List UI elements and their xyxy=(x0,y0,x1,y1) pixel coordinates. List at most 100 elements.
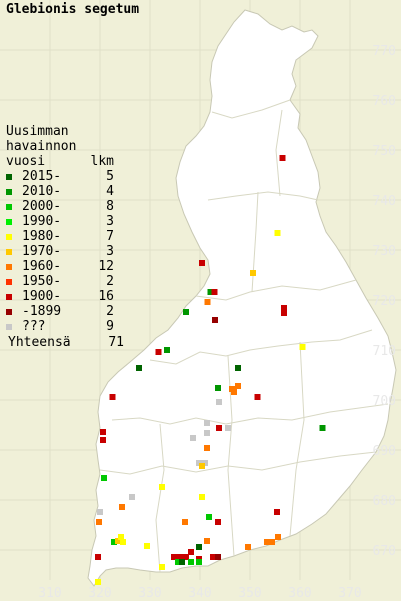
legend-row: 1900- 16 xyxy=(6,289,124,304)
y-tick-label: 760 xyxy=(373,94,396,109)
y-tick-label: 770 xyxy=(373,44,396,59)
observation-point xyxy=(281,305,287,311)
legend-count: 2 xyxy=(106,304,114,319)
observation-point xyxy=(118,534,124,540)
legend-period: 1970- xyxy=(22,244,62,259)
legend-count: 4 xyxy=(106,184,114,199)
legend-swatch xyxy=(6,308,12,315)
legend-row: 1950- 2 xyxy=(6,274,124,289)
observation-point xyxy=(211,289,218,295)
observation-point xyxy=(254,394,261,400)
y-tick-label: 750 xyxy=(373,144,396,159)
legend-swatch xyxy=(6,203,12,210)
legend-count: 3 xyxy=(106,214,114,229)
x-tick-label: 360 xyxy=(288,586,311,601)
observation-point xyxy=(119,504,125,510)
observation-point xyxy=(235,383,241,389)
species-title: Glebionis segetum xyxy=(6,2,140,17)
observation-point xyxy=(199,494,205,500)
observation-point xyxy=(206,514,212,520)
observation-point xyxy=(129,494,135,500)
observation-point xyxy=(188,559,194,565)
legend-row: 1990- 3 xyxy=(6,214,124,229)
y-tick-label: 710 xyxy=(373,344,396,359)
legend-swatch xyxy=(6,278,12,285)
observation-point xyxy=(215,385,221,391)
observation-point xyxy=(182,519,188,525)
legend-row: ??? 9 xyxy=(6,319,124,334)
observation-point xyxy=(177,554,183,560)
observation-point xyxy=(95,579,101,585)
observation-point xyxy=(97,509,103,515)
x-tick-label: 350 xyxy=(238,586,261,601)
legend-total-label: Yhteensä xyxy=(8,335,71,350)
observation-point xyxy=(120,539,126,545)
observation-point xyxy=(204,430,210,436)
y-tick-label: 730 xyxy=(373,244,396,259)
legend-period: 1960- xyxy=(22,259,62,274)
y-tick-label: 700 xyxy=(373,394,396,409)
legend-count: 16 xyxy=(98,289,114,304)
observation-point xyxy=(95,554,101,560)
y-axis-labels: 770 760 750 740 730 720 710 700 690 680 670 xyxy=(373,44,396,559)
legend-row: 1960- 12 xyxy=(6,259,124,274)
x-axis-labels: 310 320 330 340 350 360 370 xyxy=(38,586,361,601)
x-tick-label: 370 xyxy=(338,586,361,601)
x-tick-label: 340 xyxy=(188,586,211,601)
finland-land-area xyxy=(87,9,397,587)
legend-column-headers: vuosi lkm xyxy=(6,154,124,169)
observation-point xyxy=(279,155,286,161)
observation-point xyxy=(264,539,270,545)
legend-col-year: vuosi xyxy=(6,154,46,169)
legend-swatch xyxy=(6,248,12,255)
legend-period: 1990- xyxy=(22,214,62,229)
observation-point xyxy=(196,559,202,565)
observation-point xyxy=(155,349,162,355)
legend-period: 2015- xyxy=(22,169,62,184)
observation-point xyxy=(100,437,106,443)
observation-point xyxy=(274,230,281,236)
y-tick-label: 670 xyxy=(373,544,396,559)
legend-total-count: 71 xyxy=(108,335,124,350)
observation-point xyxy=(96,519,102,525)
legend-rows: 2015- 5 2010- 4 2000- 8 1990- 3 1980- 7 1970- 3 1960… xyxy=(6,169,124,334)
legend-swatch xyxy=(6,173,12,180)
observation-point xyxy=(207,289,214,295)
observation-point xyxy=(100,429,106,435)
observation-point xyxy=(269,539,275,545)
legend-swatch xyxy=(6,188,12,195)
x-tick-label: 320 xyxy=(88,586,111,601)
legend-row: -1899 2 xyxy=(6,304,124,319)
legend-count: 12 xyxy=(98,259,114,274)
legend-row: 2000- 8 xyxy=(6,199,124,214)
legend-swatch xyxy=(6,293,12,300)
observation-point xyxy=(196,544,202,550)
observation-point xyxy=(281,310,287,316)
observation-point xyxy=(199,260,205,266)
observation-point xyxy=(164,347,170,353)
observation-points xyxy=(95,155,326,585)
legend-period: -1899 xyxy=(22,304,62,319)
y-tick-label: 680 xyxy=(373,494,396,509)
y-tick-label: 690 xyxy=(373,444,396,459)
legend-swatch xyxy=(6,323,12,330)
legend-period: 1980- xyxy=(22,229,62,244)
observation-point xyxy=(179,559,185,565)
legend-period: ??? xyxy=(22,319,46,334)
legend-period: 1900- xyxy=(22,289,62,304)
legend-count: 5 xyxy=(106,169,114,184)
observation-point xyxy=(216,425,222,431)
legend-period: 1950- xyxy=(22,274,62,289)
observation-point xyxy=(183,309,189,315)
legend-count: 2 xyxy=(106,274,114,289)
observation-point xyxy=(136,365,142,371)
observation-point xyxy=(115,538,121,544)
x-tick-label: 310 xyxy=(38,586,61,601)
observation-point xyxy=(210,554,216,560)
legend: Uusimman havainnon vuosi lkm 2015- 5 2010-… xyxy=(6,124,124,350)
observation-point xyxy=(159,564,165,570)
legend-swatch xyxy=(6,218,12,225)
legend-heading-line-2: havainnon xyxy=(6,139,77,154)
